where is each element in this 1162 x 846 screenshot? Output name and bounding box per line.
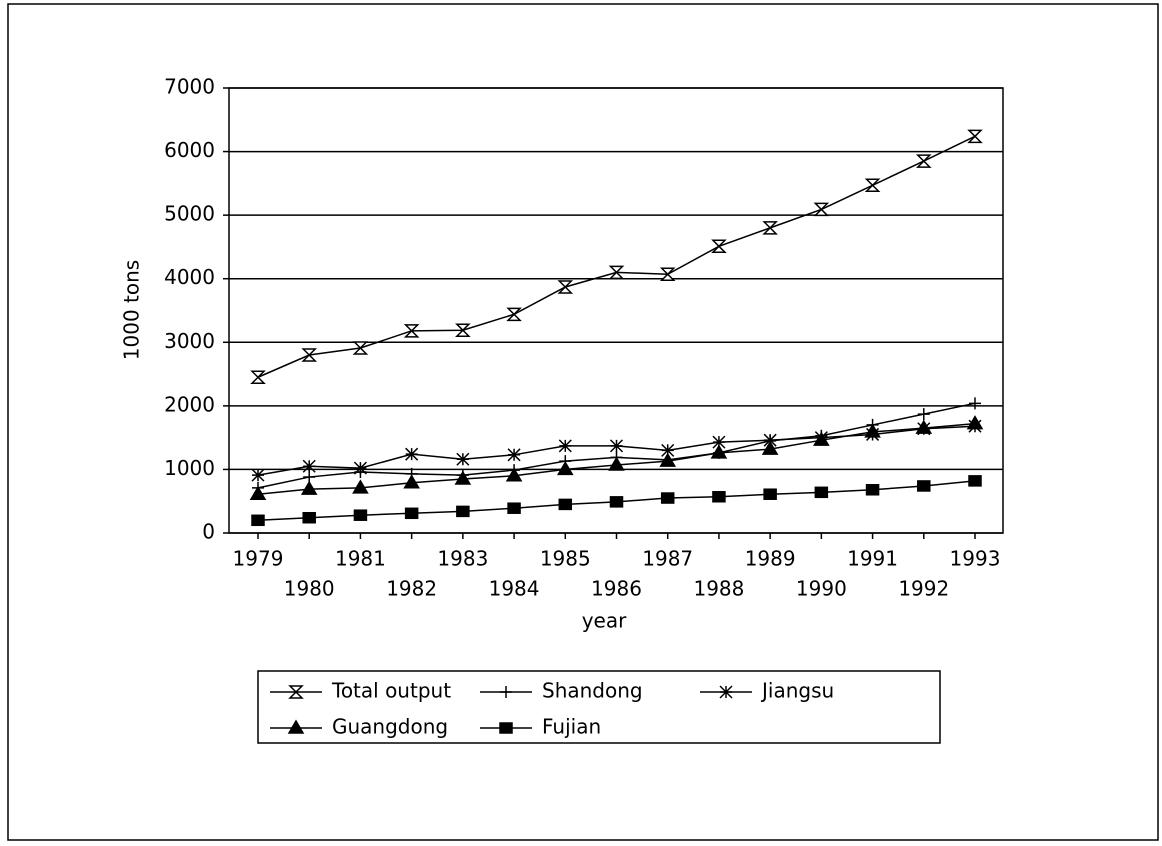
series-line (257, 135, 976, 378)
y-tick-label: 2000 (164, 392, 215, 416)
marker (500, 686, 512, 698)
marker (251, 468, 265, 482)
marker (353, 461, 367, 475)
marker (456, 505, 470, 518)
marker (608, 265, 625, 280)
marker (966, 415, 984, 430)
marker (712, 491, 726, 503)
marker (763, 488, 777, 500)
marker (864, 178, 881, 193)
marker (302, 511, 316, 524)
x-tick-label: 1983 (437, 547, 488, 571)
marker (249, 485, 267, 500)
marker (917, 408, 930, 421)
marker (251, 514, 265, 527)
marker (352, 479, 369, 494)
x-tick-label: 1991 (847, 547, 898, 571)
x-tick-label: 1990 (796, 577, 847, 601)
marker (352, 341, 369, 355)
marker (403, 474, 420, 489)
marker (659, 267, 676, 282)
marker (250, 370, 266, 384)
x-axis-title: year (582, 609, 627, 633)
x-tick-label: 1987 (642, 547, 693, 571)
marker (609, 439, 624, 453)
y-tick-label: 6000 (164, 138, 215, 162)
marker (300, 480, 318, 495)
marker (814, 486, 829, 499)
marker (917, 480, 931, 492)
marker (556, 460, 574, 476)
marker (711, 239, 727, 254)
marker (403, 324, 420, 338)
marker (915, 154, 932, 168)
marker (967, 129, 983, 144)
y-tick-label: 4000 (164, 265, 215, 289)
marker (454, 470, 472, 485)
marker (404, 507, 419, 520)
x-tick-label: 1986 (591, 577, 642, 601)
marker (557, 280, 574, 294)
legend-label: Fujian (542, 715, 601, 739)
marker (969, 397, 981, 410)
marker (763, 433, 777, 447)
marker (710, 444, 728, 459)
marker (608, 456, 625, 471)
y-tick-label: 7000 (164, 75, 215, 99)
marker (659, 452, 677, 467)
marker (558, 498, 573, 511)
legend-label: Shandong (542, 679, 643, 703)
x-tick-label: 1993 (950, 547, 1001, 571)
x-tick-label: 1989 (745, 547, 796, 571)
legend-label: Jiangsu (760, 679, 834, 703)
marker (865, 484, 880, 496)
marker (609, 496, 624, 508)
marker (455, 323, 471, 337)
marker (813, 202, 830, 217)
marker (301, 348, 318, 362)
marker (507, 502, 521, 514)
marker (288, 685, 304, 699)
marker (302, 459, 316, 473)
x-tick-label: 1992 (898, 577, 949, 601)
legend-box (257, 670, 941, 744)
x-tick-label: 1984 (489, 577, 540, 601)
x-tick-label: 1981 (335, 547, 386, 571)
marker (719, 685, 733, 699)
y-tick-label: 5000 (164, 202, 215, 226)
marker (505, 467, 523, 482)
marker (712, 435, 726, 449)
x-tick-label: 1982 (386, 577, 437, 601)
y-axis-title: 1000 tons (120, 260, 144, 360)
y-tick-label: 1000 (164, 456, 215, 480)
x-tick-label: 1985 (540, 547, 591, 571)
legend-label: Guangdong (332, 715, 448, 739)
marker (506, 307, 522, 322)
marker (558, 439, 572, 453)
marker (968, 475, 982, 487)
marker (287, 719, 305, 734)
marker (405, 447, 419, 461)
marker (762, 221, 778, 235)
marker (660, 492, 675, 504)
marker (456, 452, 470, 466)
x-tick-label: 1980 (284, 577, 335, 601)
marker (761, 440, 779, 455)
marker (813, 431, 830, 446)
marker (915, 419, 933, 434)
marker (353, 509, 368, 521)
x-tick-label: 1988 (693, 577, 744, 601)
marker (507, 448, 521, 462)
x-tick-label: 1979 (233, 547, 284, 571)
marker (864, 423, 881, 438)
y-tick-label: 3000 (164, 329, 215, 353)
page-frame (7, 3, 1159, 841)
marker (661, 443, 675, 457)
legend-label: Total output (331, 679, 451, 703)
y-tick-label: 0 (202, 520, 215, 544)
marker (499, 722, 513, 734)
